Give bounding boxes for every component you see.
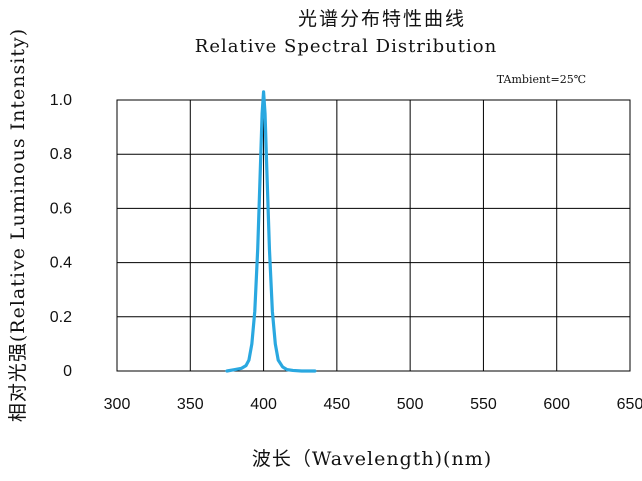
y-axis-tick-labels: 0 0.2 0.4 0.6 0.8 1.0 [50, 92, 72, 380]
y-tick-label: 0.6 [50, 200, 72, 217]
x-axis-label: 波长（Wavelength)(nm) [252, 448, 492, 470]
x-tick-label: 450 [324, 396, 351, 413]
y-axis-label: 相对光强(Relative Luminous Intensity) [7, 28, 29, 422]
x-tick-label: 300 [104, 396, 131, 413]
x-tick-label: 400 [250, 396, 277, 413]
y-tick-label: 0.8 [50, 146, 72, 163]
x-tick-label: 600 [543, 396, 570, 413]
ambient-temperature-annotation: TAmbient=25℃ [497, 73, 586, 86]
x-tick-label: 550 [470, 396, 497, 413]
x-axis-tick-labels: 300 350 400 450 500 550 600 650 [104, 396, 642, 413]
x-tick-label: 650 [617, 396, 642, 413]
plot-area-border [116, 99, 631, 372]
x-tick-label: 500 [397, 396, 424, 413]
y-tick-label: 1.0 [50, 92, 72, 109]
y-tick-label: 0.2 [50, 309, 72, 326]
y-tick-label: 0.4 [50, 255, 72, 272]
spectrum-curve [225, 90, 317, 373]
grid-lines [116, 99, 631, 372]
chart-title: 光谱分布特性曲线 [298, 8, 466, 30]
y-tick-label: 0 [63, 363, 72, 380]
chart-subtitle: Relative Spectral Distribution [195, 36, 497, 57]
x-tick-label: 350 [177, 396, 204, 413]
